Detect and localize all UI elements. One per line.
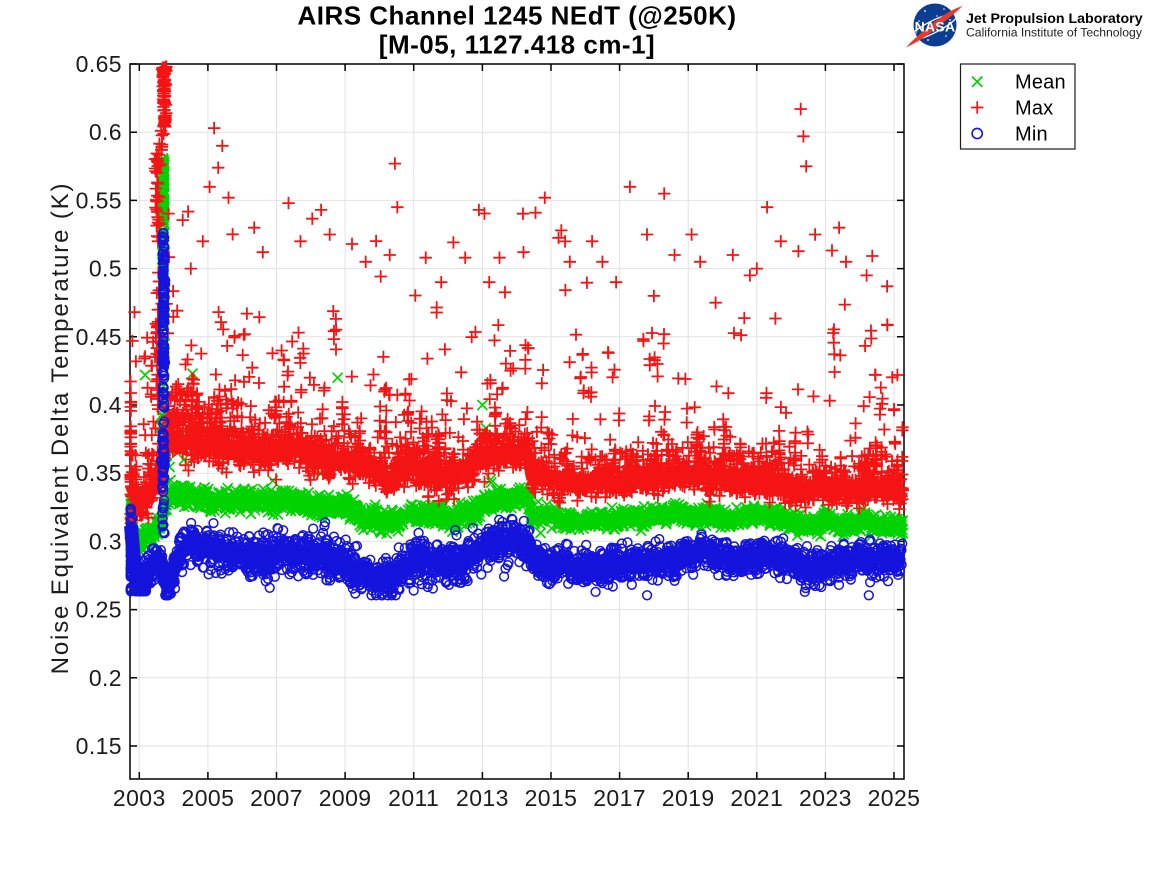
svg-text:2009: 2009 (319, 785, 372, 811)
svg-text:Mean: Mean (1015, 72, 1066, 94)
svg-text:2015: 2015 (525, 785, 578, 811)
svg-text:Min: Min (1015, 124, 1048, 146)
svg-text:2011: 2011 (388, 785, 439, 811)
svg-text:NASA: NASA (915, 19, 956, 35)
svg-text:AIRS Channel 1245 NEdT (@250K): AIRS Channel 1245 NEdT (@250K) (297, 0, 736, 30)
svg-text:0.15: 0.15 (76, 733, 122, 759)
svg-text:0.2: 0.2 (89, 665, 122, 691)
svg-text:2005: 2005 (182, 785, 235, 811)
svg-text:2023: 2023 (799, 785, 852, 811)
svg-text:0.45: 0.45 (76, 324, 122, 350)
svg-text:2013: 2013 (456, 785, 509, 811)
svg-text:0.35: 0.35 (76, 460, 122, 486)
svg-text:Noise Equivalent Delta Tempera: Noise Equivalent Delta Temperature (K) (47, 182, 74, 675)
svg-text:2017: 2017 (593, 785, 646, 811)
svg-text:Max: Max (1015, 98, 1053, 120)
svg-text:0.5: 0.5 (89, 256, 122, 282)
svg-text:2025: 2025 (868, 785, 921, 811)
svg-text:0.6: 0.6 (89, 119, 122, 145)
svg-text:2003: 2003 (113, 785, 166, 811)
svg-text:0.25: 0.25 (76, 597, 122, 623)
svg-text:2021: 2021 (730, 785, 783, 811)
svg-text:0.4: 0.4 (89, 392, 122, 418)
svg-text:0.55: 0.55 (76, 187, 122, 213)
svg-text:California Institute of Techno: California Institute of Technology (966, 26, 1143, 40)
svg-text:Jet Propulsion Laboratory: Jet Propulsion Laboratory (966, 11, 1143, 27)
svg-text:2019: 2019 (662, 785, 715, 811)
svg-text:0.65: 0.65 (76, 51, 122, 77)
svg-text:[M-05, 1127.418 cm-1]: [M-05, 1127.418 cm-1] (379, 30, 655, 60)
svg-text:0.3: 0.3 (89, 528, 122, 554)
svg-text:2007: 2007 (250, 785, 303, 811)
